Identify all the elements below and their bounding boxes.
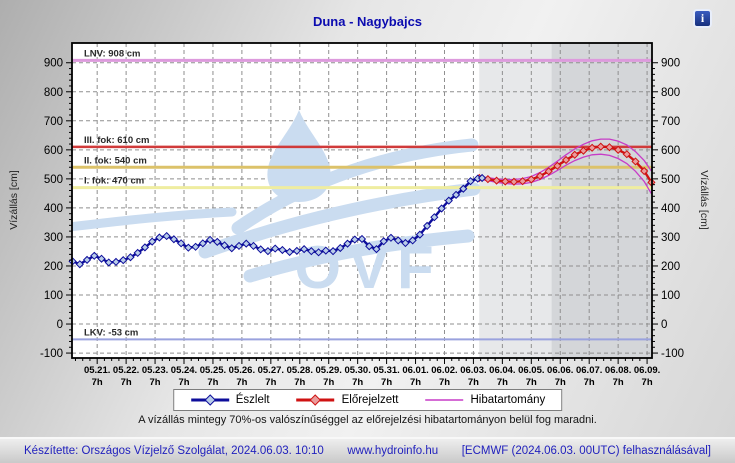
svg-text:06.08.: 06.08. (605, 365, 631, 376)
legend-item-observed: Észlelt (190, 394, 270, 406)
legend-swatch-observed-icon (190, 394, 229, 406)
svg-text:06.05.: 06.05. (518, 365, 544, 376)
series-error-band (479, 138, 652, 195)
footer-bar: Készítette: Országos Vízjelző Szolgálat,… (0, 437, 735, 463)
svg-text:7h: 7h (468, 377, 479, 388)
svg-text:7h: 7h (642, 377, 653, 388)
reference-lines: LNV: 908 cm III. fok: 610 cm II. fok: 540 … (84, 48, 149, 338)
legend-label-forecast: Előrejelzett (341, 394, 399, 406)
legend-label-observed: Észlelt (235, 394, 270, 406)
y-axis-title-left: Vízállás [cm] (8, 170, 20, 230)
svg-text:7h: 7h (584, 377, 595, 388)
svg-text:LNV: 908 cm: LNV: 908 cm (84, 48, 141, 59)
svg-text:7h: 7h (207, 377, 218, 388)
svg-text:-100: -100 (661, 348, 684, 360)
svg-text:-100: -100 (40, 348, 63, 360)
legend-item-error-band: Hibatartomány (424, 394, 545, 406)
svg-text:500: 500 (661, 174, 680, 186)
svg-text:05.29.: 05.29. (316, 365, 342, 376)
series-observed (68, 173, 487, 269)
svg-text:7h: 7h (439, 377, 450, 388)
svg-text:05.25.: 05.25. (200, 365, 226, 376)
legend-item-forecast: Előrejelzett (296, 394, 399, 406)
legend-label-error-band: Hibatartomány (470, 394, 546, 406)
svg-text:7h: 7h (294, 377, 305, 388)
svg-text:900: 900 (661, 58, 680, 70)
svg-text:200: 200 (44, 261, 63, 273)
svg-text:900: 900 (44, 58, 63, 70)
svg-text:7h: 7h (526, 377, 537, 388)
svg-text:7h: 7h (613, 377, 624, 388)
ovf-watermark: OVF (72, 110, 481, 301)
svg-text:200: 200 (661, 261, 680, 273)
svg-text:7h: 7h (265, 377, 276, 388)
svg-text:OVF: OVF (294, 234, 441, 301)
svg-text:05.24.: 05.24. (171, 365, 197, 376)
svg-text:06.02.: 06.02. (431, 365, 457, 376)
svg-text:7h: 7h (381, 377, 392, 388)
svg-text:100: 100 (44, 290, 63, 302)
svg-text:06.06.: 06.06. (547, 365, 573, 376)
svg-text:7h: 7h (497, 377, 508, 388)
legend-swatch-forecast-icon (296, 394, 335, 406)
svg-text:7h: 7h (236, 377, 247, 388)
svg-text:7h: 7h (92, 377, 103, 388)
svg-text:05.30.: 05.30. (344, 365, 370, 376)
svg-text:7h: 7h (178, 377, 189, 388)
svg-text:05.21.: 05.21. (84, 365, 110, 376)
svg-text:300: 300 (661, 232, 680, 244)
footer-ecmwf: [ECMWF (2024.06.03. 00UTC) felhasználásá… (461, 445, 711, 457)
svg-text:05.26.: 05.26. (229, 365, 255, 376)
legend-swatch-error-band-icon (425, 399, 464, 401)
svg-text:05.28.: 05.28. (287, 365, 313, 376)
svg-text:7h: 7h (150, 377, 161, 388)
svg-text:I. fok: 470 cm: I. fok: 470 cm (84, 176, 144, 187)
svg-text:600: 600 (44, 145, 63, 157)
footer-credit: Készítette: Országos Vízjelző Szolgálat,… (24, 445, 324, 457)
svg-text:06.03.: 06.03. (460, 365, 486, 376)
svg-text:7h: 7h (323, 377, 334, 388)
svg-text:06.09.: 06.09. (634, 365, 660, 376)
svg-text:06.07.: 06.07. (576, 365, 602, 376)
svg-text:LKV: -53 cm: LKV: -53 cm (84, 327, 138, 338)
svg-text:05.27.: 05.27. (258, 365, 284, 376)
axis-ticks (66, 62, 658, 364)
probability-note: A vízállás mintegy 70%-os valószínűségge… (138, 414, 597, 426)
svg-text:300: 300 (44, 232, 63, 244)
info-icon[interactable]: i (693, 9, 712, 28)
svg-text:0: 0 (661, 319, 667, 331)
svg-text:400: 400 (44, 203, 63, 215)
svg-text:05.31.: 05.31. (373, 365, 399, 376)
svg-text:06.04.: 06.04. (489, 365, 515, 376)
svg-text:500: 500 (44, 174, 63, 186)
y-axis-labels: -100 -100 0 0 100 100 200 200 300 300 400 400 500 500… (40, 58, 684, 360)
plot-border (71, 42, 653, 359)
page-title: Duna - Nagybajcs (312, 14, 423, 29)
svg-text:II. fok: 540 cm: II. fok: 540 cm (84, 155, 147, 166)
svg-text:0: 0 (57, 319, 63, 331)
forecast-shading (479, 43, 652, 358)
svg-text:800: 800 (44, 87, 63, 99)
svg-text:7h: 7h (121, 377, 132, 388)
svg-text:7h: 7h (555, 377, 566, 388)
water-drop-icon (267, 110, 331, 202)
svg-text:100: 100 (661, 290, 680, 302)
x-axis-labels: 05.21.7h05.22.7h05.23.7h05.24.7h05.25.7h… (84, 365, 660, 388)
svg-text:400: 400 (661, 203, 680, 215)
chart-legend: Észlelt Előrejelzett Hibatartomány (172, 389, 563, 411)
water-level-chart: OVF LNV: 908 cm III. fok: 610 cm II. fok: 5… (8, 42, 710, 388)
svg-text:III. fok: 610 cm: III. fok: 610 cm (84, 135, 149, 146)
svg-text:800: 800 (661, 87, 680, 99)
svg-text:06.01.: 06.01. (402, 365, 428, 376)
svg-text:700: 700 (661, 116, 680, 128)
svg-text:05.22.: 05.22. (113, 365, 139, 376)
svg-text:7h: 7h (352, 377, 363, 388)
footer-site: www.hydroinfo.hu (347, 445, 439, 457)
svg-text:600: 600 (661, 145, 680, 157)
svg-text:700: 700 (44, 116, 63, 128)
y-axis-title-right: Vízállás [cm] (698, 170, 710, 230)
svg-text:7h: 7h (410, 377, 421, 388)
svg-text:05.23.: 05.23. (142, 365, 168, 376)
